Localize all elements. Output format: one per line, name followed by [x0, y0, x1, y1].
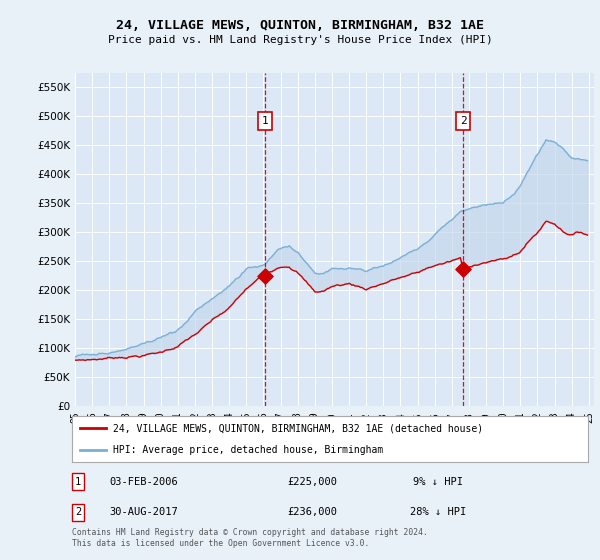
Text: 28% ↓ HPI: 28% ↓ HPI — [410, 507, 466, 517]
Text: Price paid vs. HM Land Registry's House Price Index (HPI): Price paid vs. HM Land Registry's House … — [107, 35, 493, 45]
Text: 2: 2 — [75, 507, 81, 517]
Text: Contains HM Land Registry data © Crown copyright and database right 2024.
This d: Contains HM Land Registry data © Crown c… — [72, 528, 428, 548]
Point — [260, 271, 269, 280]
Text: 9% ↓ HPI: 9% ↓ HPI — [413, 477, 463, 487]
Text: 24, VILLAGE MEWS, QUINTON, BIRMINGHAM, B32 1AE: 24, VILLAGE MEWS, QUINTON, BIRMINGHAM, B… — [116, 18, 484, 32]
Text: £225,000: £225,000 — [287, 477, 337, 487]
Text: 30-AUG-2017: 30-AUG-2017 — [110, 507, 178, 517]
Text: 1: 1 — [75, 477, 81, 487]
Text: £236,000: £236,000 — [287, 507, 337, 517]
Point — [458, 265, 468, 274]
Text: 03-FEB-2006: 03-FEB-2006 — [110, 477, 178, 487]
Text: 2: 2 — [460, 116, 467, 126]
Text: HPI: Average price, detached house, Birmingham: HPI: Average price, detached house, Birm… — [113, 445, 383, 455]
Text: 24, VILLAGE MEWS, QUINTON, BIRMINGHAM, B32 1AE (detached house): 24, VILLAGE MEWS, QUINTON, BIRMINGHAM, B… — [113, 423, 484, 433]
Text: 1: 1 — [262, 116, 268, 126]
